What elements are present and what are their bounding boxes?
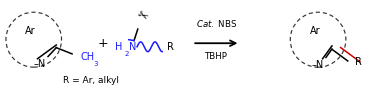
Text: Ar: Ar: [25, 26, 35, 36]
Text: R: R: [355, 57, 362, 67]
Text: –N: –N: [33, 59, 46, 69]
Text: R: R: [167, 42, 173, 52]
Text: CH: CH: [80, 52, 95, 62]
Text: $\mathit{Cat.}$ NBS: $\mathit{Cat.}$ NBS: [196, 18, 237, 29]
Text: TBHP: TBHP: [205, 52, 228, 61]
Text: 2: 2: [124, 51, 129, 57]
Text: Ar: Ar: [310, 26, 320, 36]
Text: ✂: ✂: [134, 8, 149, 25]
Text: +: +: [98, 37, 108, 50]
Text: H: H: [115, 42, 123, 52]
Text: N: N: [129, 42, 136, 52]
Text: R = Ar, alkyl: R = Ar, alkyl: [63, 76, 119, 85]
Text: –N: –N: [312, 60, 324, 70]
Text: 3: 3: [94, 61, 98, 67]
